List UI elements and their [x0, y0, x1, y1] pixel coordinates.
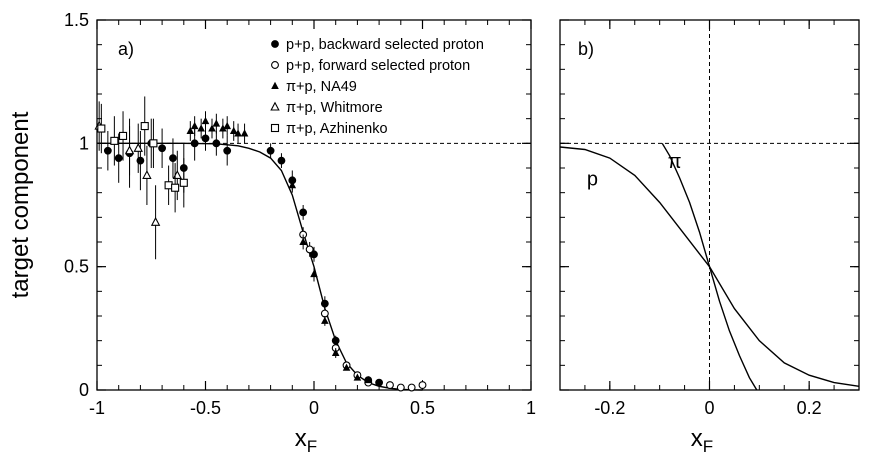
- legend-marker: [270, 123, 280, 133]
- data-point: [212, 139, 221, 148]
- fit-curve: [97, 142, 423, 391]
- data-point: [186, 126, 195, 134]
- data-point: [219, 124, 227, 132]
- data-point: [407, 383, 416, 392]
- panel-a: -1 -0.5 0 0.5 1 0 0.5 1 1.5 p+p, backward selecte…: [64, 10, 536, 418]
- data-point: [299, 208, 308, 217]
- legend-marker: [270, 101, 280, 111]
- y-tick-label: 0.5: [64, 257, 89, 277]
- data-point: [190, 121, 199, 130]
- data-point: [158, 144, 167, 153]
- series-open-circle: [299, 227, 427, 392]
- legend-label: π+p, Azhinenko: [286, 121, 388, 137]
- data-point: [223, 121, 231, 130]
- data-point: [310, 250, 318, 259]
- data-point: [396, 383, 405, 392]
- series-filled-circle: [103, 118, 384, 387]
- data-point: [118, 131, 128, 140]
- data-point: [150, 216, 161, 226]
- data-point: [418, 381, 427, 390]
- data-point: [321, 316, 329, 324]
- x-tick-label: 0.5: [410, 398, 435, 418]
- data-point: [288, 181, 297, 189]
- data-point: [103, 146, 112, 155]
- data-point: [364, 375, 373, 384]
- x-tick-label: 1: [526, 398, 536, 418]
- curve-pi: [661, 142, 758, 391]
- data-point: [124, 145, 135, 155]
- data-point: [266, 146, 275, 155]
- data-point: [277, 156, 286, 165]
- data-point: [110, 136, 119, 145]
- data-point: [331, 348, 340, 356]
- x-tick-label: -0.2: [594, 398, 625, 418]
- data-point: [164, 181, 173, 190]
- curve-label-p: p: [587, 168, 598, 190]
- legend-label: p+p, backward selected proton: [286, 37, 484, 53]
- data-point: [299, 237, 307, 245]
- data-point: [149, 139, 158, 148]
- data-point: [305, 245, 314, 254]
- legend-marker: [271, 61, 279, 69]
- data-point: [320, 299, 329, 308]
- data-point: [114, 154, 123, 163]
- legend-label: p+p, forward selected proton: [286, 58, 470, 74]
- data-point: [310, 269, 318, 278]
- legend-label: π+p, NA49: [286, 79, 357, 95]
- y-tick-label: 1.5: [64, 10, 89, 30]
- data-point: [169, 154, 177, 163]
- panel-a-frame: [96, 19, 532, 391]
- x-axis-label-b: xF: [691, 425, 713, 456]
- data-point: [133, 142, 143, 152]
- data-point: [234, 129, 242, 137]
- series-open-square: [97, 96, 188, 213]
- x-tick-label: -1: [89, 398, 105, 418]
- data-point: [201, 134, 210, 143]
- x-axis-label-a: xF: [295, 425, 317, 456]
- data-point: [331, 336, 340, 345]
- data-point: [197, 124, 205, 132]
- panel-b: -0.2 0 0.2 p π: [559, 19, 860, 418]
- x-tick-label: 0: [704, 398, 714, 418]
- series-filled-triangle: [186, 111, 373, 384]
- panel-label-b: b): [578, 39, 594, 59]
- data-point: [320, 309, 329, 318]
- data-point: [171, 183, 180, 192]
- data-point: [212, 119, 221, 127]
- data-point: [208, 124, 216, 132]
- data-point: [179, 178, 188, 187]
- x-tick-label: -0.5: [190, 398, 221, 418]
- legend-marker: [271, 40, 279, 48]
- y-tick-label: 0: [79, 380, 89, 400]
- legend-marker: [271, 81, 279, 89]
- data-point: [240, 129, 249, 137]
- data-point: [375, 378, 384, 387]
- data-point: [353, 373, 362, 381]
- curve-label-pi: π: [668, 151, 682, 173]
- x-tick-label: 0.2: [797, 398, 822, 418]
- y-tick-label: 1: [79, 133, 89, 153]
- data-point: [140, 122, 149, 131]
- legend-label: π+p, Whitmore: [286, 100, 383, 116]
- y-axis-label: target component: [7, 111, 34, 298]
- data-point: [97, 124, 106, 133]
- data-point: [142, 170, 152, 179]
- x-tick-label: 0: [309, 398, 319, 418]
- data-point: [223, 146, 232, 155]
- data-point: [190, 139, 199, 148]
- data-point: [201, 116, 210, 125]
- data-point: [342, 363, 351, 371]
- panel-label-a: a): [118, 39, 134, 59]
- data-point: [386, 381, 394, 390]
- data-point: [229, 126, 238, 134]
